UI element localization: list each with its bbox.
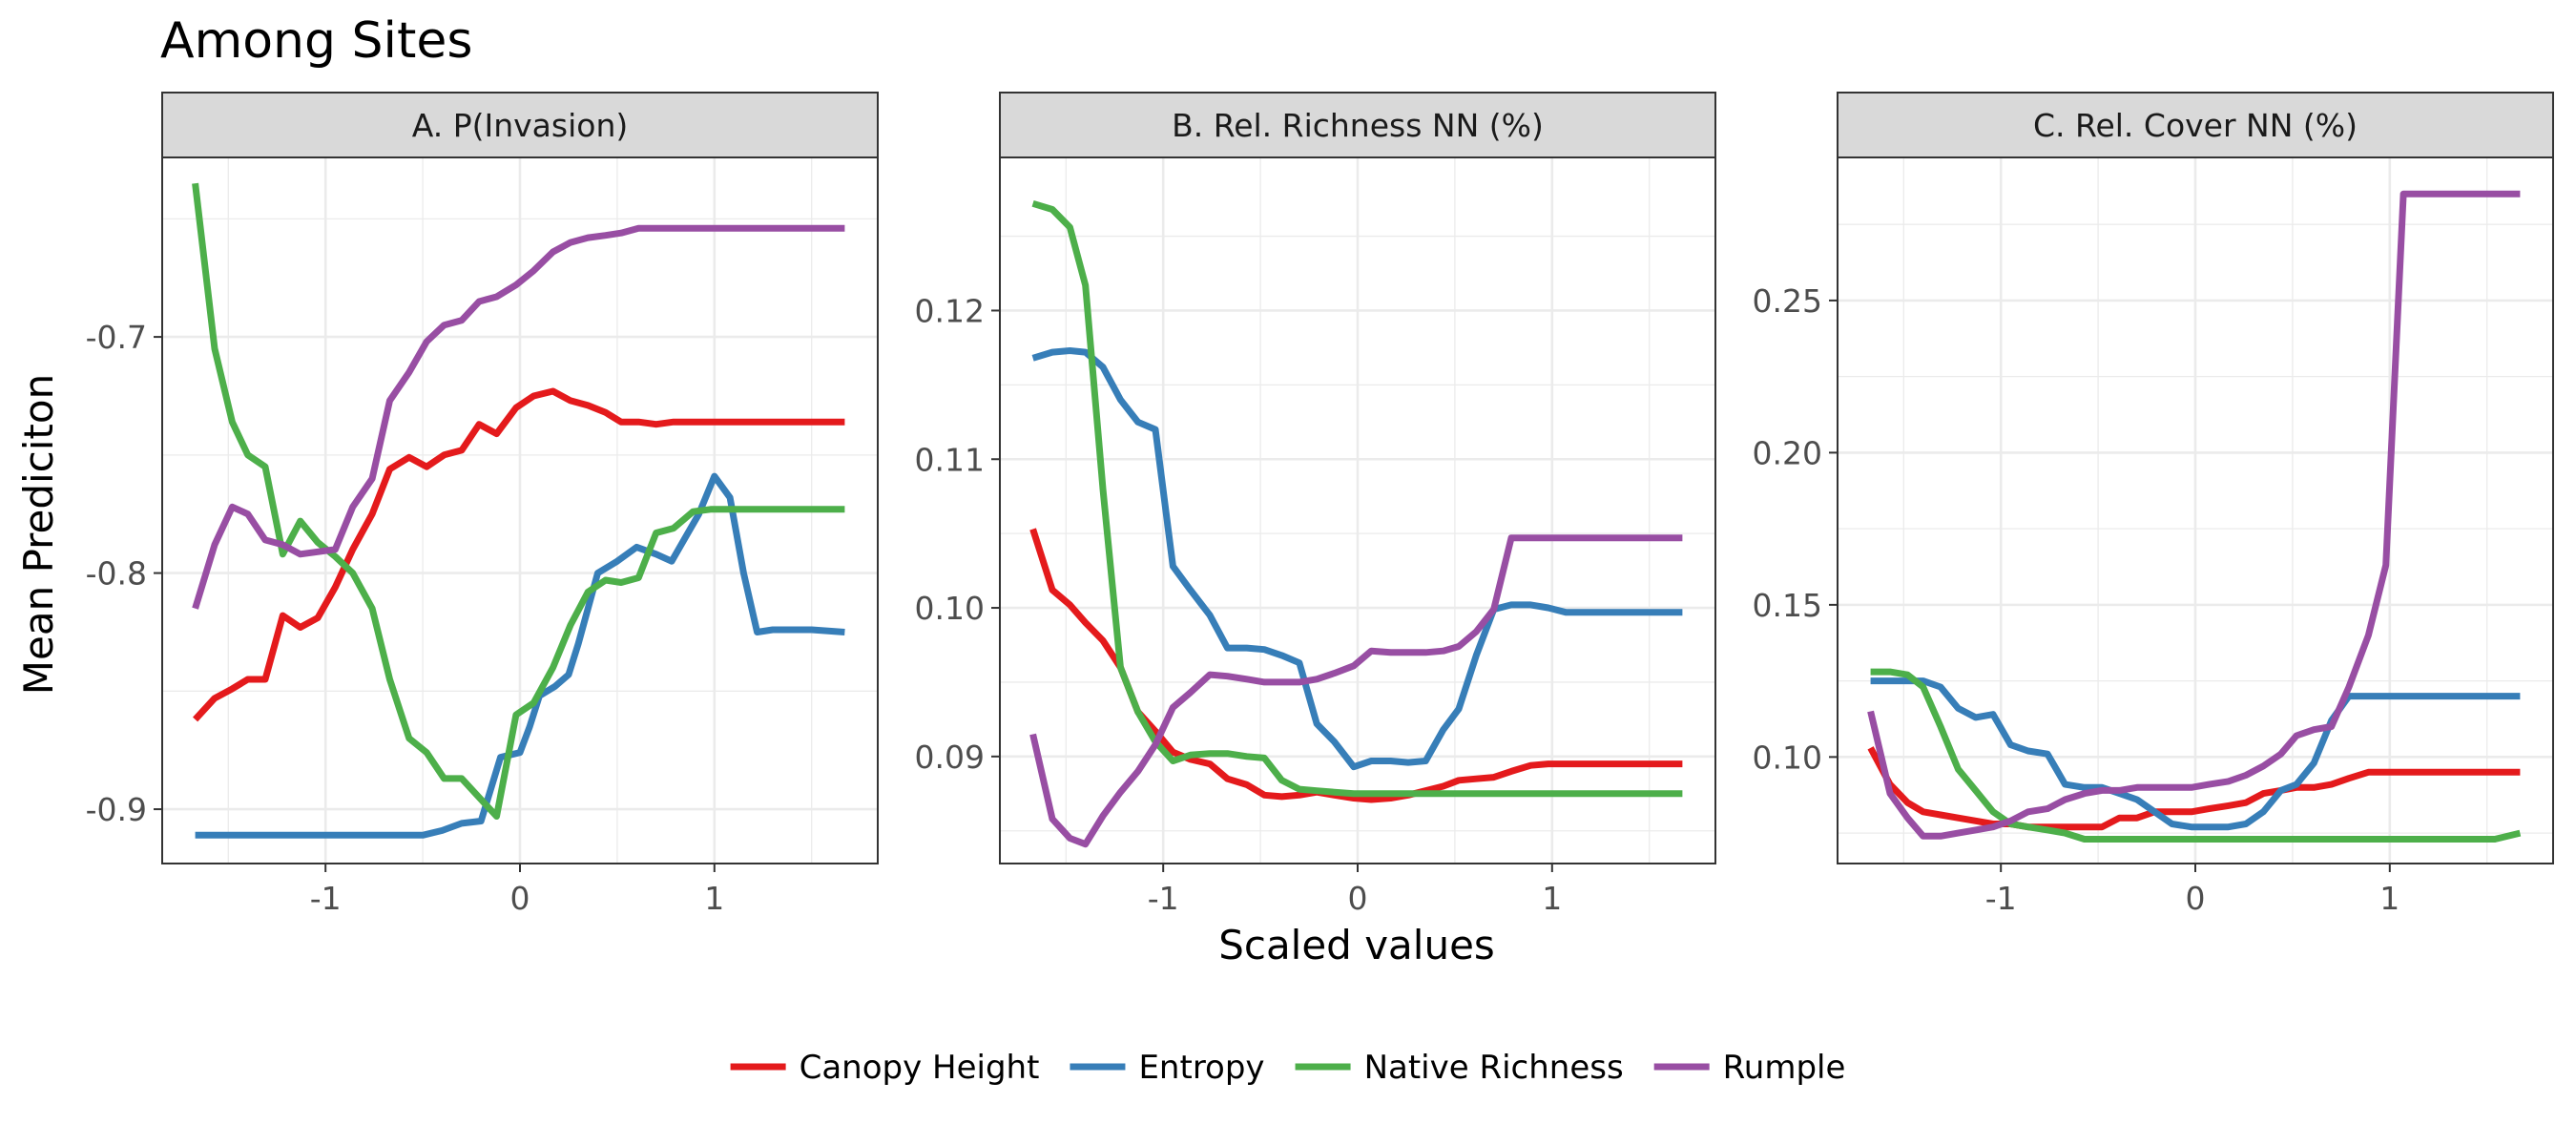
gridlines <box>1000 157 1715 864</box>
series-line-entropy <box>1031 347 1683 771</box>
facet-strip <box>999 92 1716 158</box>
x-tick-label: 1 <box>1542 880 1562 917</box>
panel-3: C. Rel. Cover NN (%) 0.10 0.15 0.20 0.25 -1 0 1 <box>1753 92 2554 917</box>
y-tick-label: 0.15 <box>1753 587 1822 624</box>
y-tick-label: 0.10 <box>915 590 985 627</box>
series-line-rumple <box>1029 534 1683 848</box>
legend-label: Entropy <box>1138 1049 1264 1087</box>
series-line-rumple <box>192 224 845 610</box>
facet-strip-label: A. P(Invasion) <box>412 107 629 144</box>
legend-label: Rumple <box>1723 1049 1846 1087</box>
legend-item-canopy-height: Canopy Height <box>730 1049 1040 1087</box>
facet-strip <box>161 92 879 158</box>
legend-item-rumple: Rumple <box>1653 1049 1846 1087</box>
series-lines <box>1029 199 1683 848</box>
x-axis-title: Scaled values <box>1218 922 1495 968</box>
x-tick-label: -1 <box>1985 880 2017 917</box>
facet-panels: A. P(Invasion)-0.9-0.8-0.7-1 0 1B. Rel. Ri… <box>86 92 2554 917</box>
y-tick-label: 0.12 <box>915 292 985 329</box>
panel-2: B. Rel. Richness NN (%) 0.09 0.10 0.11 0.12 -… <box>915 92 1716 917</box>
y-tick-label: 0.11 <box>915 441 985 478</box>
y-tick-label: -0.8 <box>86 555 147 593</box>
series-line-entropy <box>1870 677 2521 831</box>
series-line-entropy <box>195 472 845 839</box>
series-lines <box>192 182 845 839</box>
y-axis-title: Mean Prediciton <box>15 374 62 695</box>
facet-strip-label: C. Rel. Cover NN (%) <box>2033 107 2358 144</box>
series-line-native-richness <box>1870 668 2522 843</box>
y-tick-label: -0.7 <box>86 319 147 356</box>
series-line-canopy-height <box>1867 746 2521 831</box>
legend-label: Canopy Height <box>800 1049 1040 1087</box>
chart-title: Among Sites <box>160 12 472 70</box>
legend-item-native-richness: Native Richness <box>1295 1049 1624 1087</box>
series-line-rumple <box>1867 190 2521 840</box>
series-line-native-richness <box>1031 199 1683 798</box>
legend-label: Native Richness <box>1364 1049 1624 1087</box>
x-tick-label: 0 <box>2186 880 2206 917</box>
x-tick-label: 0 <box>1348 880 1368 917</box>
series-line-canopy-height <box>193 387 845 722</box>
x-tick-label: -1 <box>310 880 342 917</box>
panel-1: A. P(Invasion) -0.9 -0.8 -0.7 -1 0 1 <box>86 92 879 917</box>
y-tick-label: -0.9 <box>86 791 147 828</box>
gridlines <box>1838 157 2553 864</box>
x-tick-label: 1 <box>704 880 724 917</box>
gridlines <box>162 157 878 864</box>
y-tick-label: 0.10 <box>1753 739 1822 776</box>
legend: Canopy Height Entropy Native Richness Rumpl… <box>730 1049 1846 1087</box>
facet-strip-label: B. Rel. Richness NN (%) <box>1172 107 1544 144</box>
facet-strip <box>1837 92 2554 158</box>
x-tick-label: 0 <box>510 880 530 917</box>
y-tick-label: 0.09 <box>915 739 985 776</box>
y-tick-label: 0.20 <box>1753 434 1822 471</box>
x-tick-label: -1 <box>1148 880 1179 917</box>
y-tick-label: 0.25 <box>1753 282 1822 320</box>
x-tick-label: 1 <box>2379 880 2399 917</box>
series-line-native-richness <box>192 182 845 820</box>
legend-item-entropy: Entropy <box>1070 1049 1265 1087</box>
series-lines <box>1867 190 2522 843</box>
